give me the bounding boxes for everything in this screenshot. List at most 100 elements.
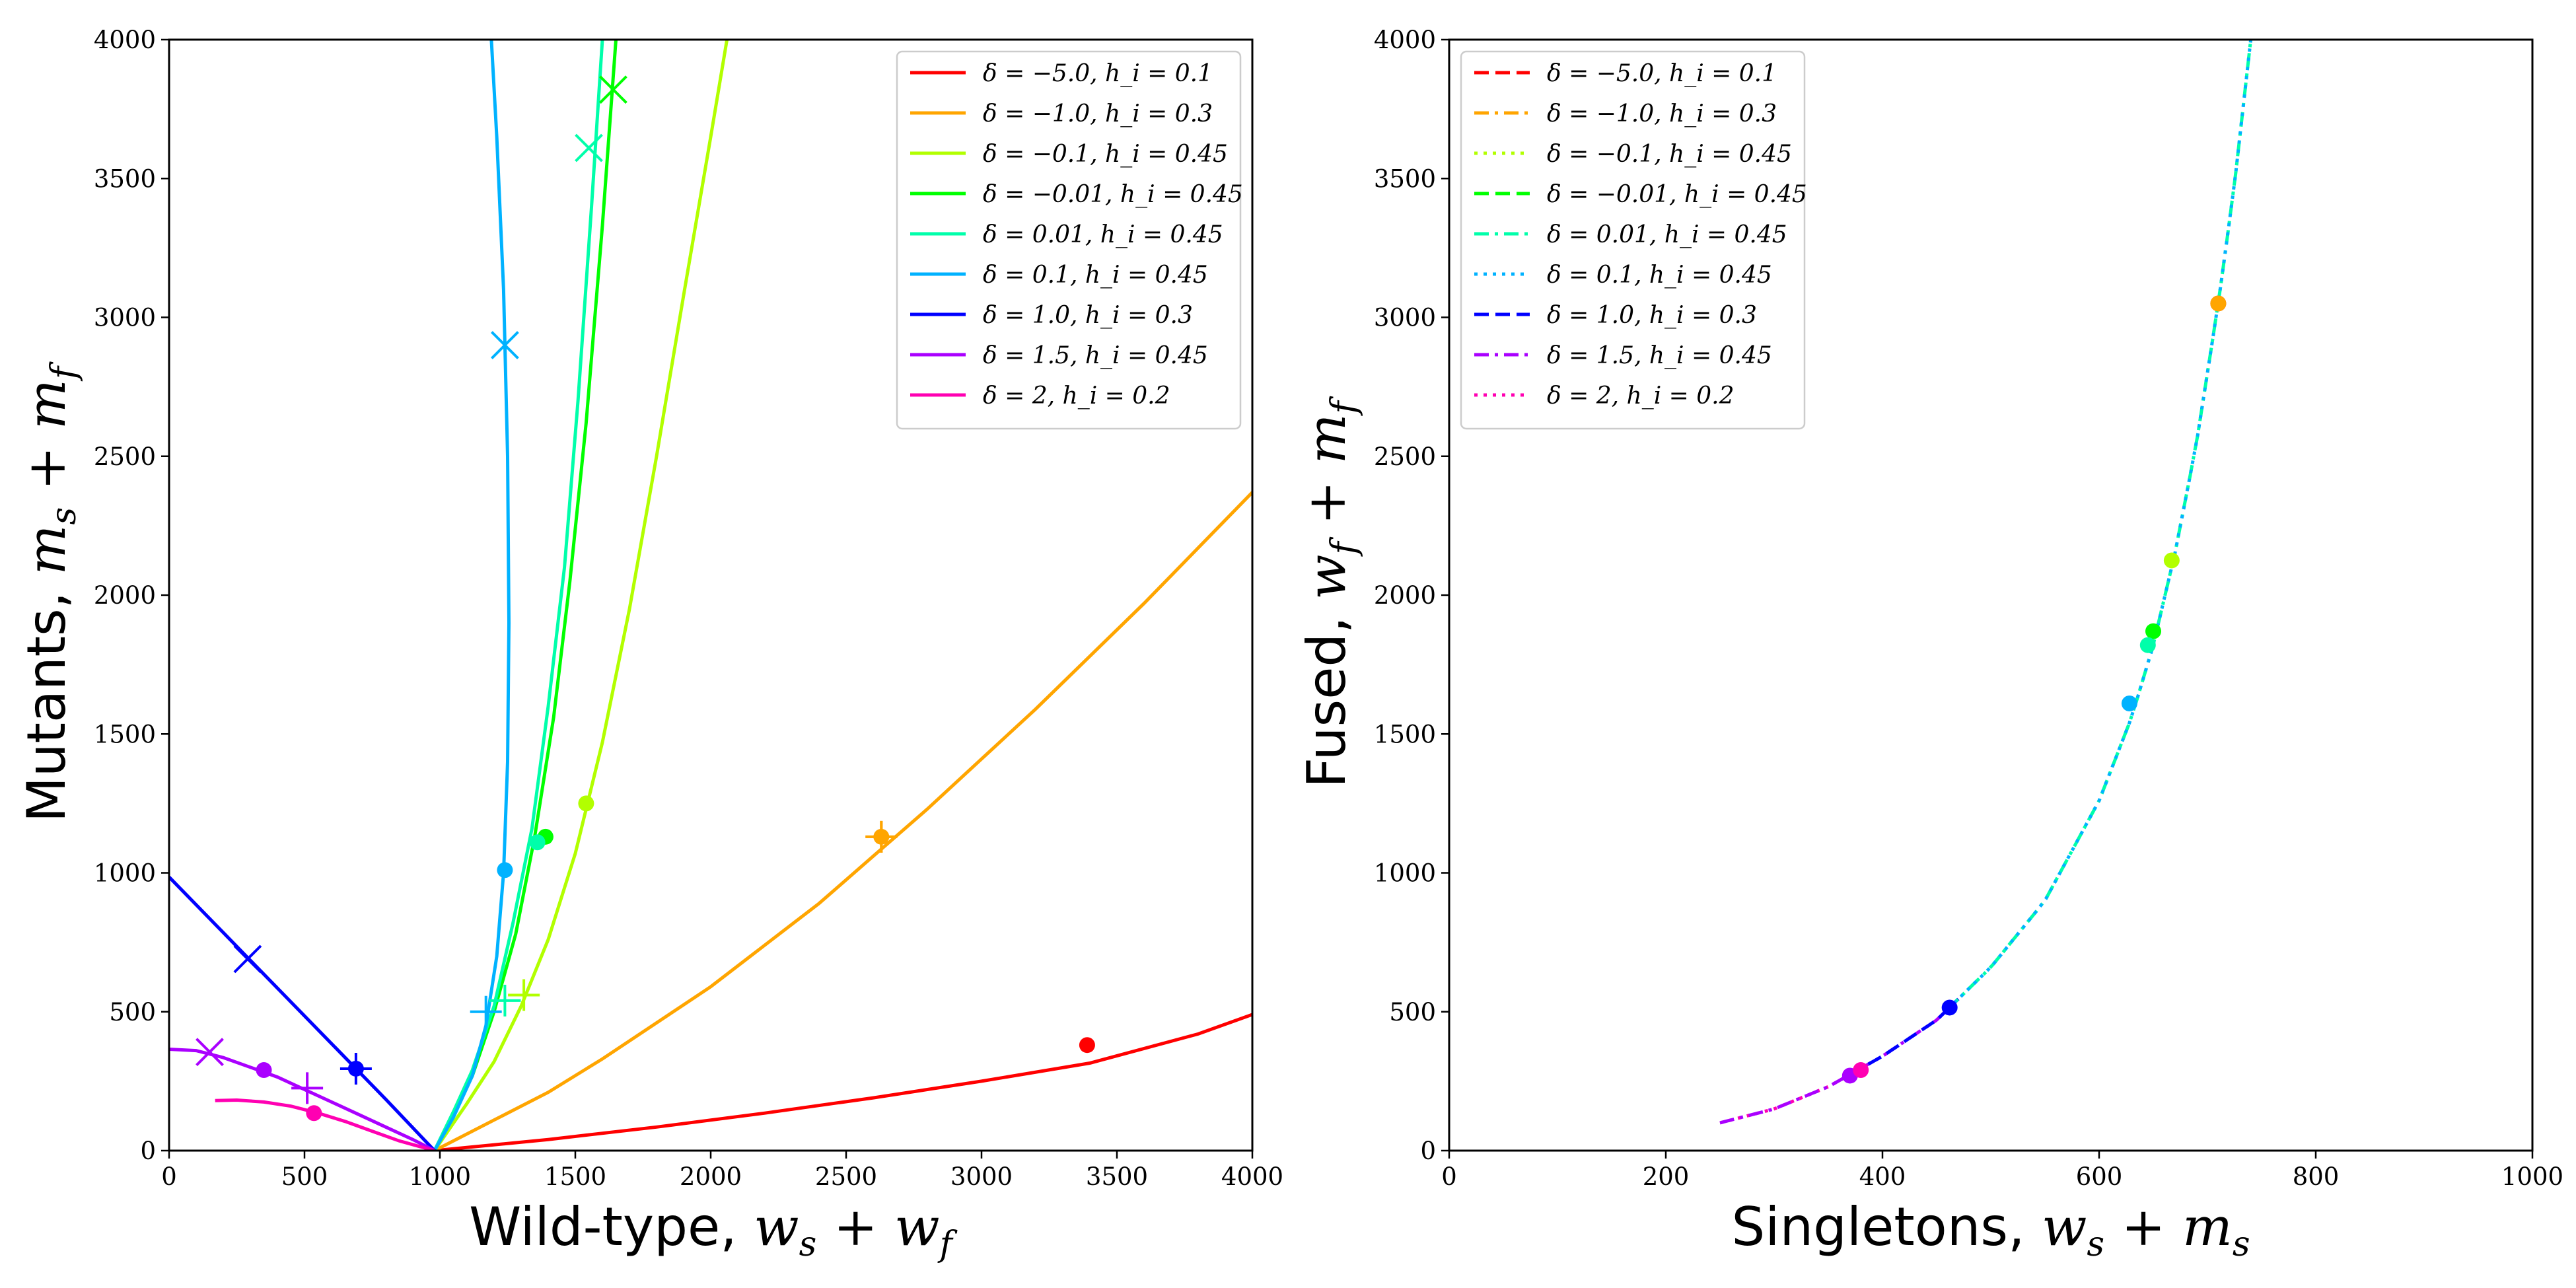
right-x-axis-label: Singletons, ws + ms xyxy=(1731,1196,2250,1264)
legend-entry: δ = −5.0, h_i = 0.1 xyxy=(983,60,1213,87)
legend-entry: δ = −1.0, h_i = 0.3 xyxy=(983,100,1213,127)
left-y-tick-label: 3000 xyxy=(94,304,156,332)
left-y-tick-label: 2500 xyxy=(94,443,156,471)
right-y-tick-label: 4000 xyxy=(1374,26,1436,54)
left-series-group xyxy=(169,40,1252,1151)
legend-entry: δ = −0.01, h_i = 0.45 xyxy=(983,181,1243,208)
left-legend-box xyxy=(896,50,1242,430)
left-x-tick-label: 1000 xyxy=(409,1163,471,1191)
left-plot-frame xyxy=(168,38,1254,1152)
series-line xyxy=(169,876,436,1151)
right-x-tick-label: 1000 xyxy=(2501,1163,2563,1191)
left-legend: δ = −5.0, h_i = 0.1 δ = −1.0, h_i = 0.3 δ … xyxy=(896,50,1243,430)
legend-entry: δ = 0.01, h_i = 0.45 xyxy=(983,221,1223,248)
series-line xyxy=(433,491,1252,1151)
series-line xyxy=(434,1013,1252,1151)
right-y-tick-label: 0 xyxy=(1420,1137,1436,1165)
left-tick-group: 0 500 1000 1500 2000 2500 3000 3500 4000 0 500 1000… xyxy=(94,26,1283,1191)
legend-entry: δ = 0.1, h_i = 0.45 xyxy=(1547,262,1772,289)
right-tick-group: 0 200 400 600 800 1000 0 500 1000 1500 2000 2500 300… xyxy=(1374,26,2563,1191)
legend-entry: δ = −0.01, h_i = 0.45 xyxy=(1547,181,1807,208)
right-x-tick-label: 400 xyxy=(1859,1163,1906,1191)
right-y-tick-label: 500 xyxy=(1389,998,1436,1026)
legend-entry: δ = −0.1, h_i = 0.45 xyxy=(1547,141,1792,168)
right-y-tick-label: 3500 xyxy=(1374,164,1436,193)
series-point xyxy=(2121,695,2137,711)
legend-entry: δ = −0.1, h_i = 0.45 xyxy=(983,141,1228,168)
series-cross-marker xyxy=(233,945,262,974)
left-y-tick-label: 1000 xyxy=(94,859,156,888)
left-x-tick-label: 4000 xyxy=(1221,1163,1283,1191)
left-y-tick-label: 4000 xyxy=(94,26,156,54)
curve-segment xyxy=(1946,40,2253,1011)
right-y-tick-label: 2000 xyxy=(1374,581,1436,610)
legend-entry: δ = 0.01, h_i = 0.45 xyxy=(1547,221,1787,248)
legend-entry: δ = 1.0, h_i = 0.3 xyxy=(1547,302,1757,329)
left-x-tick-label: 2000 xyxy=(680,1163,742,1191)
right-y-axis-label: Fused, wf + mf xyxy=(1296,396,1364,787)
left-x-tick-label: 3000 xyxy=(950,1163,1013,1191)
series-point xyxy=(256,1062,272,1079)
left-x-tick-label: 500 xyxy=(281,1163,328,1191)
right-x-tick-label: 600 xyxy=(2076,1163,2123,1191)
legend-entry: δ = −5.0, h_i = 0.1 xyxy=(1547,60,1777,87)
series-point xyxy=(306,1105,322,1122)
left-x-tick-label: 2500 xyxy=(815,1163,877,1191)
series-cross-marker xyxy=(490,331,519,359)
legend-entry: δ = 1.5, h_i = 0.45 xyxy=(1547,342,1772,369)
series-point xyxy=(1079,1037,1095,1054)
series-point xyxy=(2145,623,2161,639)
right-y-tick-label: 3000 xyxy=(1374,304,1436,332)
right-series-group xyxy=(1719,40,2253,1125)
right-panel: 0 200 400 600 800 1000 0 500 1000 1500 2000 2500 300… xyxy=(1296,26,2563,1264)
series-point xyxy=(2163,552,2180,569)
series-cross-marker xyxy=(598,75,627,104)
series-plus-marker xyxy=(340,1052,372,1085)
right-x-tick-label: 0 xyxy=(1441,1163,1457,1191)
left-marker-group xyxy=(196,75,1095,1122)
series-plus-marker xyxy=(865,820,898,853)
series-plus-marker xyxy=(470,995,502,1028)
legend-entry: δ = 2, h_i = 0.2 xyxy=(983,382,1170,410)
legend-entry: δ = 2, h_i = 0.2 xyxy=(1547,382,1735,410)
left-x-axis-label: Wild-type, ws + wf xyxy=(469,1196,958,1264)
series-cross-marker xyxy=(196,1038,224,1067)
series-plus-marker xyxy=(508,979,540,1011)
left-y-tick-label: 1500 xyxy=(94,720,156,748)
series-point xyxy=(1853,1062,1869,1079)
series-point xyxy=(2210,295,2227,312)
left-y-tick-label: 3500 xyxy=(94,164,156,193)
right-x-tick-label: 200 xyxy=(1643,1163,1690,1191)
legend-entry: δ = 1.0, h_i = 0.3 xyxy=(983,302,1193,329)
left-y-axis-label: Mutants, ms + mf xyxy=(16,361,84,822)
right-legend: δ = −5.0, h_i = 0.1 δ = −1.0, h_i = 0.3 δ … xyxy=(1460,50,1807,430)
curve-segment xyxy=(1849,997,1960,1076)
left-x-tick-label: 3500 xyxy=(1086,1163,1148,1191)
right-y-tick-label: 2500 xyxy=(1374,443,1436,471)
right-marker-group xyxy=(1842,295,2227,1084)
right-y-tick-label: 1000 xyxy=(1374,859,1436,888)
left-y-tick-label: 500 xyxy=(109,998,156,1026)
series-line xyxy=(433,40,604,1151)
series-cross-marker xyxy=(575,133,603,162)
series-point xyxy=(529,834,546,851)
left-panel: 0 500 1000 1500 2000 2500 3000 3500 4000 0 500 1000… xyxy=(16,26,1283,1264)
series-plus-marker xyxy=(291,1072,324,1104)
legend-entry: δ = 1.5, h_i = 0.45 xyxy=(983,342,1208,369)
right-legend-box xyxy=(1460,50,1806,430)
series-point xyxy=(1941,999,1958,1016)
right-plot-frame xyxy=(1448,38,2534,1152)
legend-entry: δ = −1.0, h_i = 0.3 xyxy=(1547,100,1777,127)
left-y-tick-label: 2000 xyxy=(94,581,156,610)
right-y-tick-label: 1500 xyxy=(1374,720,1436,748)
series-point xyxy=(2139,637,2156,653)
series-line xyxy=(433,40,511,1151)
left-y-tick-label: 0 xyxy=(140,1137,156,1165)
right-x-tick-label: 800 xyxy=(2293,1163,2340,1191)
series-point xyxy=(578,795,594,812)
left-x-tick-label: 0 xyxy=(161,1163,177,1191)
legend-entry: δ = 0.1, h_i = 0.45 xyxy=(983,262,1208,289)
series-point xyxy=(497,862,513,878)
